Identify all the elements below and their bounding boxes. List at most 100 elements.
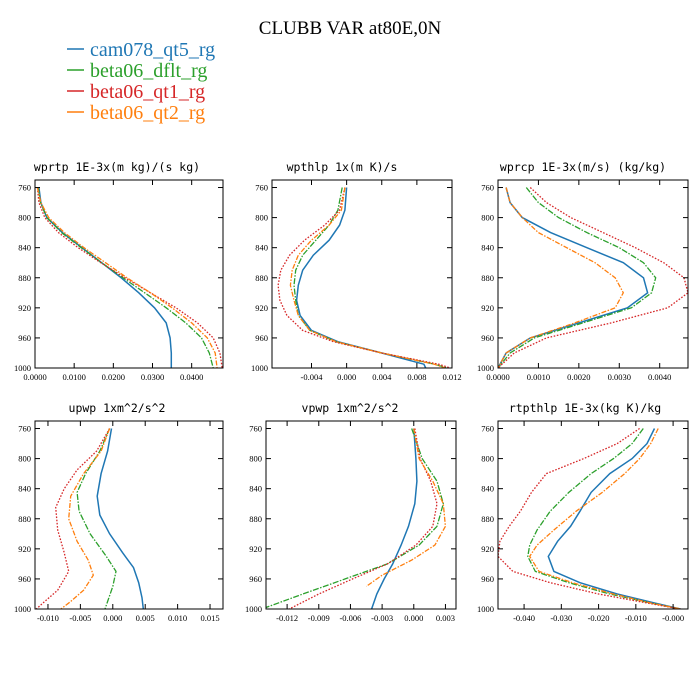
y-tick-label: 760	[481, 424, 494, 434]
x-tick-label: 0.000	[404, 613, 423, 623]
panel-title-rtpthlp: rtpthlp 1E-3x(kg K)/kg	[509, 401, 661, 415]
plot-frame	[271, 179, 453, 369]
series-line-beta06-qt1-rg	[36, 187, 223, 368]
y-tick-label: 960	[481, 333, 494, 343]
panel-wprtp: wprtp 1E-3x(m kg)/(s kg) 760 800 840 880 920…	[14, 160, 224, 382]
panel-title-wprtp: wprtp 1E-3x(m kg)/(s kg)	[34, 160, 200, 174]
x-tick-label: 0.012	[442, 372, 461, 382]
x-tick-label: -0.003	[371, 613, 393, 623]
series-line-cam078-qt5-rg	[547, 428, 681, 609]
y-tick-label: 960	[249, 574, 262, 584]
y-tick-label: 960	[481, 574, 494, 584]
x-tick-label: 0.0200	[102, 372, 125, 382]
x-tick-label: 0.004	[372, 372, 392, 382]
y-tick-label: 1000	[245, 604, 262, 614]
y-tick-label: 880	[481, 273, 494, 283]
y-tick-label: 800	[249, 454, 262, 464]
x-tick-label: 0.0300	[141, 372, 164, 382]
panel-title-upwp: upwp 1xm^2/s^2	[69, 401, 166, 415]
series-line-beta06-dflt-rg	[498, 187, 657, 368]
x-tick-label: 0.008	[407, 372, 426, 382]
x-tick-label: 0.000	[337, 372, 356, 382]
figure-title: CLUBB VAR at80E,0N	[259, 18, 442, 39]
series-line-beta06-dflt-rg	[266, 428, 444, 609]
y-tick-label: 760	[481, 183, 494, 193]
y-tick-label: 760	[255, 183, 268, 193]
series-line-beta06-dflt-rg	[76, 428, 117, 609]
series-line-cam078-qt5-rg	[370, 428, 418, 609]
series-line-beta06-qt1-rg	[277, 187, 451, 368]
x-tick-label: 0.0030	[608, 372, 631, 382]
y-tick-label: 1000	[14, 363, 31, 373]
x-tick-label: 0.0100	[62, 372, 85, 382]
x-tick-label: -0.012	[276, 613, 298, 623]
x-tick-label: 0.000	[103, 613, 122, 623]
plot-frame	[497, 179, 689, 369]
y-tick-label: 760	[249, 424, 262, 434]
y-tick-label: 960	[18, 333, 31, 343]
y-tick-label: 840	[255, 243, 268, 253]
series-line-beta06-dflt-rg	[37, 187, 214, 368]
x-tick-label: 0.0010	[527, 372, 550, 382]
x-tick-label: -0.040	[513, 613, 535, 623]
plot-frame	[265, 420, 457, 610]
x-tick-label: 0.010	[168, 613, 187, 623]
panel-title-wprcp: wprcp 1E-3x(m/s) (kg/kg)	[500, 160, 666, 174]
y-tick-label: 920	[481, 544, 494, 554]
y-tick-label: 840	[481, 243, 494, 253]
y-tick-label: 920	[255, 303, 268, 313]
plot-frame	[34, 179, 224, 369]
legend-label-1: beta06_dflt_rg	[90, 60, 207, 82]
plot-frame	[497, 420, 689, 610]
x-tick-label: -0.020	[588, 613, 610, 623]
panel-wprcp: wprcp 1E-3x(m/s) (kg/kg) 760 800 840 880 920…	[477, 160, 689, 382]
x-tick-label: 0.015	[200, 613, 219, 623]
plot-frame	[34, 420, 224, 610]
panel-rtpthlp: rtpthlp 1E-3x(kg K)/kg 760 800 840 880 920 96…	[477, 401, 689, 623]
x-tick-label: -0.005	[69, 613, 91, 623]
panel-wpthlp: wpthlp 1x(m K)/s 760 800 840 880 920 960 1000 -…	[251, 160, 462, 382]
panel-title-vpwp: vpwp 1xm^2/s^2	[302, 401, 399, 415]
y-tick-label: 760	[18, 183, 31, 193]
x-tick-label: -0.010	[625, 613, 647, 623]
x-tick-label: 0.0000	[23, 372, 46, 382]
series-line-cam078-qt5-rg	[295, 187, 427, 368]
y-tick-label: 840	[481, 484, 494, 494]
y-tick-label: 880	[249, 514, 262, 524]
y-tick-label: 880	[18, 273, 31, 283]
x-tick-label: -0.004	[301, 372, 324, 382]
series-line-cam078-qt5-rg	[38, 187, 173, 368]
y-tick-label: 800	[481, 454, 494, 464]
panel-vpwp: vpwp 1xm^2/s^2 760 800 840 880 920 960 1000 -0.…	[245, 401, 457, 623]
y-tick-label: 1000	[14, 604, 31, 614]
series-line-beta06-dflt-rg	[527, 428, 681, 609]
legend: cam078_qt5_rg beta06_dflt_rg beta06_qt1_…	[67, 39, 215, 124]
legend-label-0: cam078_qt5_rg	[90, 39, 215, 61]
series-line-beta06-qt2-rg	[289, 187, 446, 368]
x-tick-label: -0.030	[550, 613, 572, 623]
y-tick-label: 840	[249, 484, 262, 494]
y-tick-label: 1000	[251, 363, 268, 373]
series-line-beta06-qt2-rg	[528, 428, 681, 609]
x-tick-label: 0.005	[136, 613, 155, 623]
x-tick-label: -0.000	[662, 613, 684, 623]
x-tick-label: 0.003	[436, 613, 455, 623]
y-tick-label: 920	[481, 303, 494, 313]
y-tick-label: 800	[255, 213, 268, 223]
y-tick-label: 1000	[477, 604, 494, 614]
x-tick-label: 0.0400	[180, 372, 203, 382]
y-tick-label: 800	[18, 454, 31, 464]
x-tick-label: -0.006	[339, 613, 361, 623]
panel-upwp: upwp 1xm^2/s^2 760 800 840 880 920 960 1000 -0.…	[14, 401, 224, 623]
x-tick-label: 0.0000	[486, 372, 509, 382]
series-line-cam078-qt5-rg	[96, 428, 145, 609]
series-line-beta06-qt1-rg	[35, 428, 111, 609]
y-tick-label: 880	[18, 514, 31, 524]
y-tick-label: 920	[18, 544, 31, 554]
x-tick-label: 0.0040	[648, 372, 671, 382]
y-tick-label: 880	[481, 514, 494, 524]
series-line-beta06-qt1-rg	[288, 428, 438, 609]
series-line-beta06-qt2-rg	[498, 187, 625, 368]
legend-label-2: beta06_qt1_rg	[90, 81, 205, 103]
